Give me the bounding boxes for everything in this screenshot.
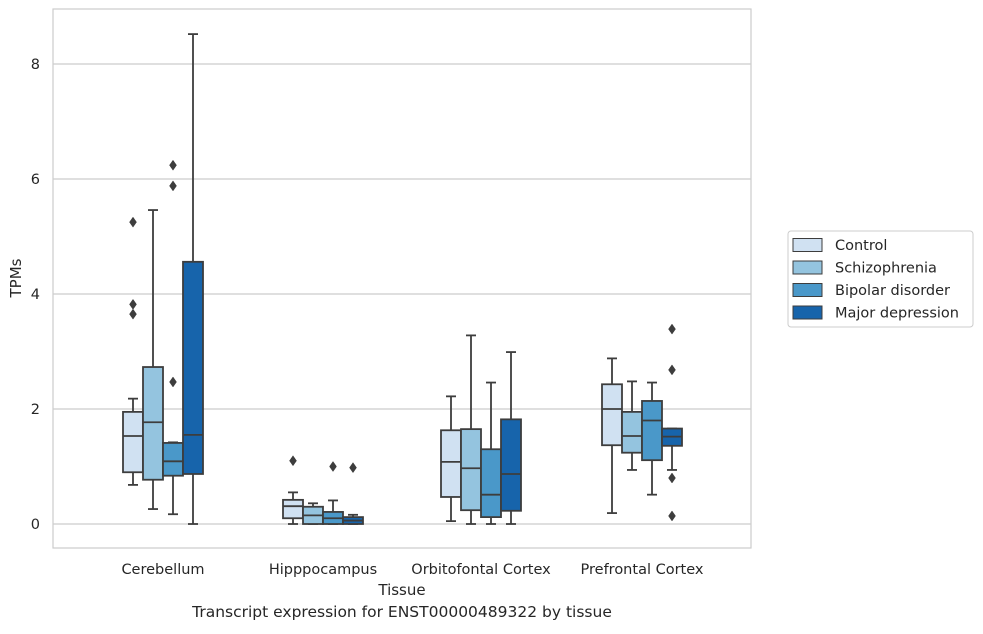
outlier-point — [169, 376, 177, 388]
box-series — [122, 33, 683, 525]
outlier-point — [129, 298, 137, 310]
legend-swatch — [792, 283, 823, 297]
x-tick-label: Cerebellum — [121, 562, 204, 578]
grid-lines — [53, 63, 751, 525]
box — [282, 498, 304, 520]
y-tick-label: 8 — [31, 57, 40, 73]
legend-label: Schizophrenia — [835, 261, 937, 277]
outlier-point — [129, 308, 137, 320]
box-plot-chart: 0 2 4 6 8 Cerebellum Hipppocampus Orbitofontal… — [7, 8, 974, 599]
box — [460, 428, 482, 512]
x-tick-label: Prefrontal Cortex — [581, 562, 704, 578]
outlier-point — [329, 461, 337, 472]
legend-label: Control — [835, 238, 887, 254]
box — [440, 429, 462, 498]
x-tick-labels: Cerebellum Hipppocampus Orbitofontal Corte… — [121, 562, 703, 578]
legend-swatch — [792, 260, 823, 275]
x-tick-label: Orbitofontal Cortex — [411, 562, 551, 578]
box — [162, 442, 184, 477]
outlier-point — [668, 323, 676, 335]
outlier-point — [129, 216, 137, 228]
legend-label: Major depression — [835, 306, 959, 322]
plot-area-frame — [52, 8, 752, 549]
box — [641, 400, 663, 462]
outlier-point — [169, 180, 177, 192]
outlier-point — [668, 364, 676, 376]
box — [142, 366, 164, 481]
box — [182, 260, 204, 475]
box — [500, 418, 522, 512]
legend-label: Bipolar disorder — [835, 283, 950, 299]
y-tick-label: 0 — [31, 517, 40, 533]
series-bipolar-disorder — [162, 159, 663, 525]
x-axis-label: Tissue — [377, 581, 425, 599]
box — [480, 448, 502, 518]
outlier-point — [668, 510, 676, 522]
legend: Control Schizophrenia Bipolar disorder Majo… — [787, 230, 974, 328]
y-tick-label: 4 — [31, 287, 40, 303]
series-schizophrenia — [142, 209, 643, 525]
outlier-point — [349, 462, 357, 474]
box — [621, 410, 643, 454]
x-tick-label: Hipppocampus — [269, 562, 377, 578]
y-tick-labels: 0 2 4 6 8 — [31, 57, 40, 533]
legend-frame — [787, 230, 974, 328]
outlier-point — [289, 455, 297, 467]
y-tick-label: 6 — [31, 172, 40, 188]
chart-caption: Transcript expression for ENST0000048932… — [192, 603, 612, 621]
legend-swatch — [792, 305, 823, 320]
box — [601, 383, 623, 447]
series-major-depression — [182, 33, 683, 525]
outlier-point — [169, 159, 177, 171]
legend-swatch — [792, 238, 823, 252]
box — [122, 410, 144, 474]
outlier-point — [668, 472, 676, 484]
y-tick-label: 2 — [31, 402, 40, 418]
y-axis-label: TPMs — [7, 258, 25, 298]
